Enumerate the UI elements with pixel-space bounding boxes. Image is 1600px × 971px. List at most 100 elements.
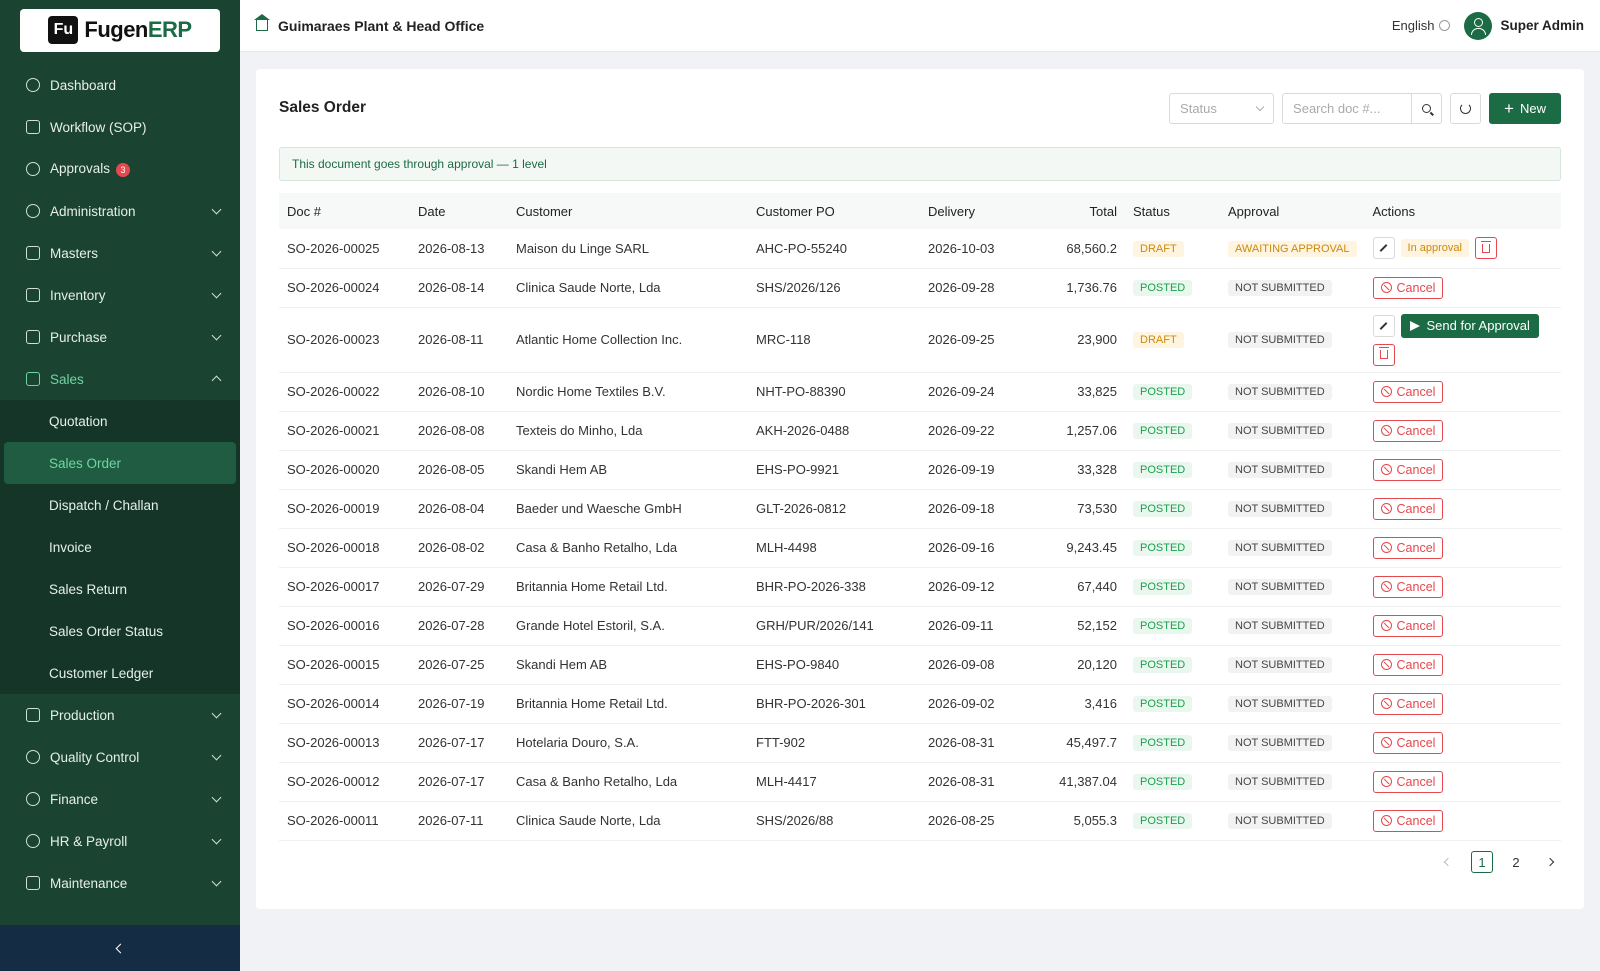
cancel-button[interactable]: Cancel — [1372, 536, 1444, 559]
table-header-row: Doc # Date Customer Customer PO Delivery… — [279, 193, 1561, 229]
ban-icon — [1380, 282, 1392, 293]
sidebar-item-sales-order[interactable]: Sales Order — [4, 442, 236, 484]
sidebar-item-hr-payroll[interactable]: HR & Payroll — [0, 820, 240, 862]
cell-date: 2026-07-28 — [410, 606, 508, 646]
pencil-icon — [1379, 244, 1388, 253]
sidebar-item-purchase[interactable]: Purchase — [0, 316, 240, 358]
sidebar-item-dispatch[interactable]: Dispatch / Challan — [49, 497, 159, 513]
cancel-button[interactable]: Cancel — [1372, 809, 1444, 832]
cell-total: 45,497.7 — [1012, 723, 1125, 763]
sidebar-item-dashboard[interactable]: Dashboard — [0, 64, 240, 106]
cell-total: 33,825 — [1012, 372, 1125, 412]
col-date[interactable]: Date — [410, 193, 508, 229]
sidebar-item-approvals[interactable]: Approvals 3 — [0, 148, 240, 190]
status-filter[interactable]: Status — [1169, 92, 1275, 124]
approval-notice: This document goes through approval — 1 … — [279, 147, 1561, 181]
pagination-page-1[interactable]: 1 — [1471, 851, 1493, 873]
edit-button[interactable] — [1372, 237, 1395, 260]
col-total[interactable]: Total — [1012, 193, 1125, 229]
col-customer[interactable]: Customer — [508, 193, 748, 229]
cancel-button[interactable]: Cancel — [1372, 497, 1444, 520]
sidebar-item-production[interactable]: Production — [0, 694, 240, 736]
cell-approval: NOT SUBMITTED — [1220, 762, 1365, 802]
cell-status: POSTED — [1125, 606, 1220, 646]
col-doc[interactable]: Doc # — [279, 193, 410, 229]
edit-button[interactable] — [1372, 314, 1395, 337]
page-title: Sales Order — [279, 99, 367, 116]
sidebar-item-invoice[interactable]: Invoice — [49, 539, 92, 555]
cancel-button[interactable]: Cancel — [1372, 731, 1444, 754]
table-row[interactable]: SO-2026-00025 2026-08-13 Maison du Linge S… — [279, 229, 1561, 269]
sidebar-collapse-button[interactable] — [0, 925, 240, 971]
table-row[interactable]: SO-2026-00016 2026-07-28 Grande Hotel Esto… — [279, 606, 1561, 646]
cancel-button[interactable]: Cancel — [1372, 380, 1444, 403]
cancel-button[interactable]: Cancel — [1372, 458, 1444, 481]
table-row[interactable]: SO-2026-00011 2026-07-11 Clinica Saude Nor… — [279, 801, 1561, 841]
table-row[interactable]: SO-2026-00019 2026-08-04 Baeder und Waesch… — [279, 489, 1561, 529]
sidebar-item-administration[interactable]: Administration — [0, 190, 240, 232]
send-for-approval-button[interactable]: Send for Approval — [1400, 313, 1539, 338]
cancel-button[interactable]: Cancel — [1372, 614, 1444, 637]
sidebar-item-quality-control[interactable]: Quality Control — [0, 736, 240, 778]
sidebar-item-customer-ledger[interactable]: Customer Ledger — [49, 665, 154, 681]
table-row[interactable]: SO-2026-00021 2026-08-08 Texteis do Minho,… — [279, 411, 1561, 451]
sidebar-item-sales-return[interactable]: Sales Return — [49, 581, 128, 597]
sidebar-item-finance[interactable]: Finance — [0, 778, 240, 820]
search-input[interactable] — [1282, 92, 1413, 124]
table-row[interactable]: SO-2026-00018 2026-08-02 Casa & Banho Reta… — [279, 528, 1561, 568]
delete-button[interactable] — [1372, 343, 1395, 366]
cancel-button[interactable]: Cancel — [1372, 575, 1444, 598]
table-row[interactable]: SO-2026-00015 2026-07-25 Skandi Hem AB EHS-… — [279, 645, 1561, 685]
sidebar-item-sales-order-status[interactable]: Sales Order Status — [49, 623, 164, 639]
sidebar-item-quotation[interactable]: Quotation — [49, 413, 108, 429]
sidebar-item-inventory[interactable]: Inventory — [0, 274, 240, 316]
cancel-button[interactable]: Cancel — [1372, 653, 1444, 676]
col-delivery[interactable]: Delivery — [920, 193, 1012, 229]
pagination-next[interactable] — [1539, 851, 1561, 873]
logo[interactable]: Fu FugenERP — [20, 8, 220, 52]
globe-icon — [1439, 20, 1451, 31]
pagination-prev[interactable] — [1437, 851, 1459, 873]
sidebar-nav: Dashboard Workflow (SOP) Approvals 3 Admi… — [0, 60, 240, 904]
cell-delivery: 2026-09-18 — [920, 489, 1012, 529]
cell-customer: Nordic Home Textiles B.V. — [508, 372, 748, 412]
sidebar-item-maintenance[interactable]: Maintenance — [0, 862, 240, 904]
delete-button[interactable] — [1474, 237, 1497, 260]
table-row[interactable]: SO-2026-00012 2026-07-17 Casa & Banho Reta… — [279, 762, 1561, 802]
sidebar-item-masters[interactable]: Masters — [0, 232, 240, 274]
cell-customer-po: SHS/2026/126 — [748, 268, 920, 308]
search-button[interactable] — [1412, 92, 1443, 124]
cell-doc: SO-2026-00011 — [279, 801, 410, 841]
table-row[interactable]: SO-2026-00024 2026-08-14 Clinica Saude Nor… — [279, 268, 1561, 308]
table-row[interactable]: SO-2026-00013 2026-07-17 Hotelaria Douro, … — [279, 723, 1561, 763]
cancel-button[interactable]: Cancel — [1372, 692, 1444, 715]
refresh-button[interactable] — [1450, 92, 1482, 124]
cell-delivery: 2026-09-11 — [920, 606, 1012, 646]
cell-doc: SO-2026-00022 — [279, 372, 410, 412]
sidebar-item-sales[interactable]: Sales — [0, 358, 240, 400]
pagination-page-2[interactable]: 2 — [1512, 854, 1520, 870]
user-name[interactable]: Super Admin — [1500, 18, 1584, 33]
new-button[interactable]: + New — [1489, 92, 1561, 124]
cell-status: POSTED — [1125, 684, 1220, 724]
cell-doc: SO-2026-00015 — [279, 645, 410, 685]
table-row[interactable]: SO-2026-00020 2026-08-05 Skandi Hem AB EHS-… — [279, 450, 1561, 490]
cell-customer: Skandi Hem AB — [508, 450, 748, 490]
cell-customer: Casa & Banho Retalho, Lda — [508, 762, 748, 802]
logo-text: FugenERP — [84, 17, 192, 42]
table-row[interactable]: SO-2026-00022 2026-08-10 Nordic Home Texti… — [279, 372, 1561, 412]
language-switcher[interactable]: English — [1392, 18, 1451, 33]
col-customer-po[interactable]: Customer PO — [748, 193, 920, 229]
col-approval[interactable]: Approval — [1220, 193, 1365, 229]
avatar[interactable] — [1464, 11, 1493, 40]
cell-doc: SO-2026-00012 — [279, 762, 410, 802]
sidebar-item-workflow[interactable]: Workflow (SOP) — [0, 106, 240, 148]
cancel-button[interactable]: Cancel — [1372, 770, 1444, 793]
col-status[interactable]: Status — [1125, 193, 1220, 229]
table-row[interactable]: SO-2026-00017 2026-07-29 Britannia Home Re… — [279, 567, 1561, 607]
cancel-button[interactable]: Cancel — [1372, 419, 1444, 442]
cancel-button[interactable]: Cancel — [1372, 276, 1444, 299]
table-row[interactable]: SO-2026-00023 2026-08-11 Atlantic Home Col… — [279, 307, 1561, 373]
cell-actions: Cancel — [1364, 645, 1561, 685]
table-row[interactable]: SO-2026-00014 2026-07-19 Britannia Home Re… — [279, 684, 1561, 724]
